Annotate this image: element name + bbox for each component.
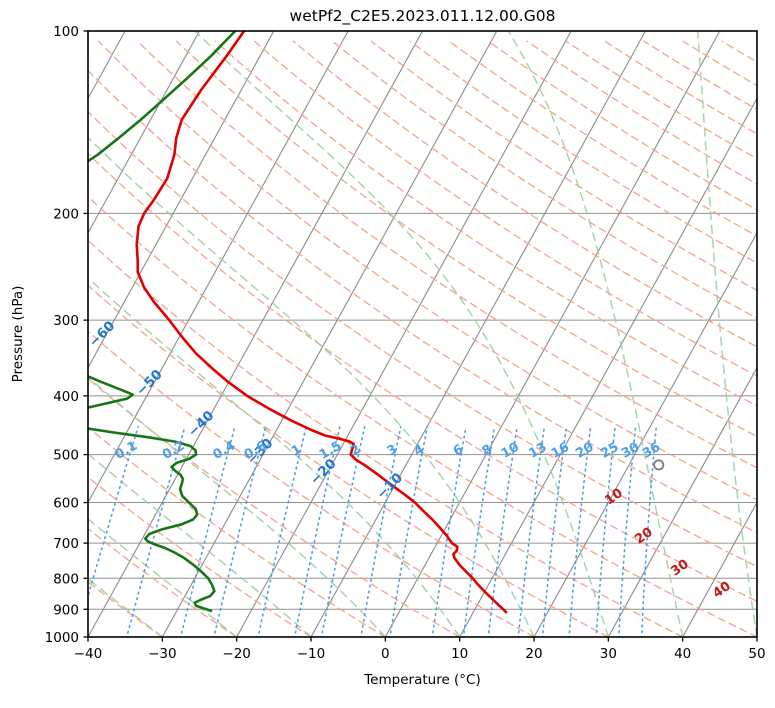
x-tick-label: −40 — [74, 646, 103, 662]
mixing-ratio-line — [213, 426, 267, 637]
moist-adiabat-line — [696, 31, 757, 637]
mixing-ratio-line — [595, 426, 616, 637]
y-tick-label: 400 — [53, 389, 79, 405]
dry-adiabat-line — [214, 40, 757, 407]
x-tick-label: 10 — [451, 646, 468, 662]
dry-adiabat-line — [97, 40, 757, 501]
x-axis-title: Temperature (°C) — [363, 672, 481, 688]
mixing-ratio-line — [541, 426, 568, 637]
mixing-ratio-line — [320, 426, 366, 637]
dry-adiabat-line — [88, 69, 757, 534]
y-tick-label: 200 — [53, 206, 79, 222]
dewpoint-profile-line — [88, 31, 237, 613]
y-tick-label: 1000 — [45, 630, 79, 646]
plot-lines-group: −60−50−40−30−20 −100.1 0.2 0.4 0.6 1 1.5 2 3 4 6 8 1… — [88, 31, 757, 637]
y-tick-label: 600 — [53, 496, 79, 512]
isotherm-line — [236, 31, 572, 637]
dry-adiabat-line — [88, 195, 757, 637]
y-tick-label: 100 — [53, 24, 79, 40]
dry-adiabat-line — [88, 284, 610, 637]
isotherm-line — [310, 31, 647, 637]
isotherm-line — [607, 366, 757, 637]
y-tick-label: 300 — [53, 313, 79, 329]
x-tick-label: 30 — [600, 646, 617, 662]
mixing-ratio-line — [462, 426, 496, 637]
dry-adiabat-line — [175, 40, 757, 438]
dry-adiabat-line — [88, 330, 535, 637]
mixing-ratio-line — [88, 426, 139, 599]
mixing-ratio-line — [617, 426, 637, 637]
isotherm-line — [459, 97, 757, 637]
plot-background — [88, 31, 757, 637]
chart-title: wetPf2_C2E5.2023.011.12.00.G08 — [290, 7, 556, 26]
isotherm-line — [88, 31, 275, 369]
dry-adiabat-line — [88, 110, 757, 568]
dry-adiabat-line — [88, 527, 238, 637]
isotherm-line — [533, 231, 757, 637]
isotherm-line — [384, 31, 721, 637]
mixing-ratio-line — [640, 426, 658, 637]
x-tick-label: 40 — [674, 646, 691, 662]
isotherm-line — [682, 501, 757, 637]
mixing-ratio-line — [568, 426, 592, 637]
x-tick-label: 0 — [381, 646, 390, 662]
moist-adiabat-line — [507, 31, 684, 637]
moist-adiabat-line — [88, 376, 387, 637]
mixing-ratio-line — [257, 426, 307, 637]
mixing-ratio-line — [179, 426, 236, 637]
dry-adiabat-line — [88, 581, 164, 637]
dry-adiabat-line — [292, 40, 757, 348]
x-tick-label: 20 — [525, 646, 542, 662]
dry-adiabat-line — [88, 426, 387, 637]
y-tick-label: 500 — [53, 448, 79, 464]
mixing-ratio-line — [517, 426, 546, 637]
isotherm-line — [161, 31, 498, 637]
mixing-ratio-line — [293, 426, 341, 637]
y-axis-title: Pressure (hPa) — [10, 286, 26, 383]
dry-adiabat-line — [253, 40, 757, 377]
moist-adiabat-line — [88, 577, 164, 637]
x-tick-label: −10 — [297, 646, 326, 662]
mixing-ratio-line — [487, 426, 518, 637]
y-tick-label: 700 — [53, 536, 79, 552]
lcl-marker-icon — [653, 459, 665, 471]
y-tick-label: 900 — [53, 602, 79, 618]
dry-adiabat-line — [88, 476, 312, 637]
dry-adiabat-line — [88, 239, 684, 637]
plot-frame — [87, 30, 758, 638]
temperature-profile-line — [135, 31, 508, 614]
x-tick-label: −30 — [148, 646, 177, 662]
moist-adiabat-line — [193, 31, 610, 637]
dry-adiabat-line — [88, 377, 461, 637]
x-tick-label: −20 — [222, 646, 251, 662]
x-tick-label: 50 — [748, 646, 765, 662]
y-tick-label: 800 — [53, 571, 79, 587]
dry-adiabat-line — [88, 152, 757, 603]
moist-adiabat-line — [88, 136, 535, 637]
isotherm-line — [88, 31, 201, 235]
